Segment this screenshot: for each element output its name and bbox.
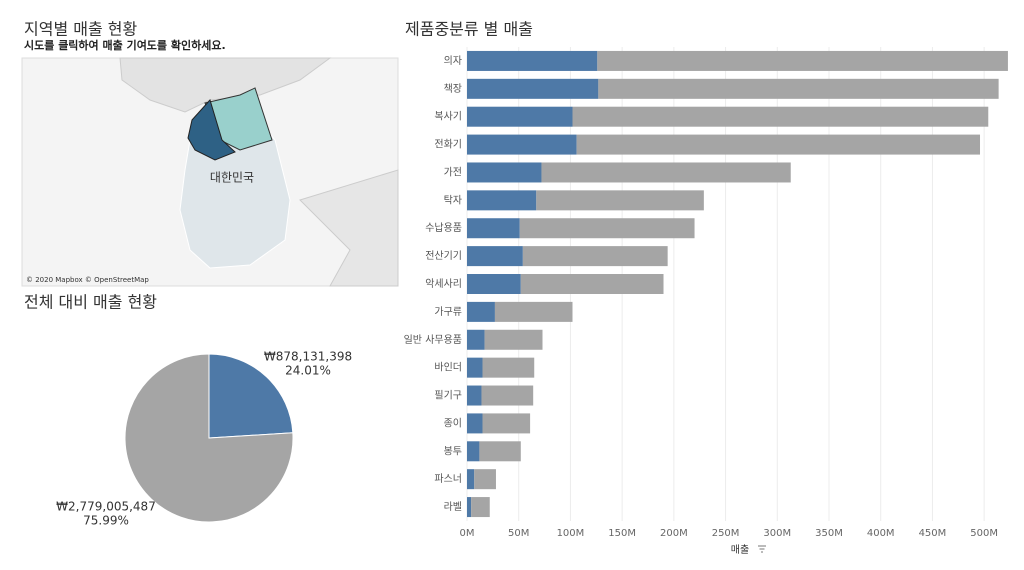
map-region-gyeonggi[interactable] [187,99,236,161]
bar-segment [467,274,521,294]
bar-segment [467,134,577,155]
bar-segment [597,50,1008,71]
x-tick-label: 350M [815,528,843,539]
bar-title: 제품중분류 별 매출 [405,20,533,39]
bar-segment [484,329,543,350]
bar-segment [482,357,535,378]
map-subtitle: 시도를 클릭하여 매출 기여도를 확인하세요. [24,38,226,52]
bar-segment [479,441,521,462]
category-label: 수납용품 [425,222,462,234]
category-label: 탁자 [444,194,462,206]
bar-segment [598,78,999,99]
map-japan [299,169,399,287]
bar-segment [467,441,480,462]
x-tick-label: 100M [557,528,585,539]
bar-segment [467,106,573,127]
bar-segment [467,469,475,490]
category-label: 전산기기 [425,250,462,262]
bar-segment [474,469,496,490]
category-label: 파스너 [434,473,462,485]
category-label: 가전 [444,166,462,178]
bar-segment [572,106,989,127]
category-label: 전화기 [434,139,462,151]
bar-segment [467,497,472,518]
bar-segment [467,301,495,322]
category-label: 필기구 [434,390,462,402]
bar-segment [494,301,573,322]
map-place-label: 대한민국 [210,171,254,185]
bar-segment [467,190,537,211]
category-label: 바인더 [434,362,462,374]
x-tick-label: 500M [970,528,998,539]
x-tick-label: 400M [867,528,895,539]
category-label: 의자 [444,55,462,67]
pie-slice [124,353,294,523]
pie-percent-label: 24.01% [285,364,331,378]
map: 대한민국 © 2020 Mapbox © OpenStreetMap [21,57,399,287]
bar-segment [467,218,520,239]
x-tick-label: 200M [660,528,688,539]
bar-segment [536,190,704,211]
bar-segment [522,246,668,267]
bar-segment [482,413,531,434]
x-tick-label: 250M [712,528,740,539]
bar-segment [541,162,791,183]
x-tick-label: 0M [460,528,475,539]
bar-chart: 0M 50M 100M 150M 200M 250M 300M 350M 400M 450M 500… [404,47,1008,539]
x-tick-label: 450M [919,528,947,539]
bar-segment [519,218,695,239]
x-axis-label: 매출 [731,544,749,556]
map-title: 지역별 매출 현황 [24,20,137,39]
bar-segment [467,78,599,99]
x-tick-label: 150M [608,528,636,539]
map-attribution: © 2020 Mapbox © OpenStreetMap [26,276,149,284]
category-label: 가구류 [434,306,462,318]
pie-title: 전체 대비 매출 현황 [24,293,157,312]
pie-value-label: ₩878,131,398 [264,350,352,364]
category-label: 봉투 [444,445,462,457]
bar-segment [467,50,598,71]
pie-percent-label: 75.99% [83,514,129,528]
pie-value-label: ₩2,779,005,487 [56,500,156,514]
bar-segment [467,385,482,406]
bar-segment [520,274,664,294]
bar-segment [467,246,523,267]
category-label: 종이 [444,417,462,429]
bar-segment [467,357,483,378]
bar-segment [481,385,534,406]
x-tick-label: 300M [763,528,791,539]
bar-segment [467,413,483,434]
pie-slice [208,353,294,439]
bar-segment [471,497,490,518]
category-label: 라벨 [444,501,462,513]
category-label: 책장 [444,83,462,95]
bar-segment [467,162,542,183]
x-tick-label: 50M [508,528,529,539]
category-label: 일반 사무용품 [404,334,462,346]
sort-icon[interactable] [758,545,766,553]
category-label: 복사기 [434,111,462,123]
category-label: 악세사리 [425,278,462,290]
bar-segment [576,134,981,155]
bar-segment [467,329,485,350]
